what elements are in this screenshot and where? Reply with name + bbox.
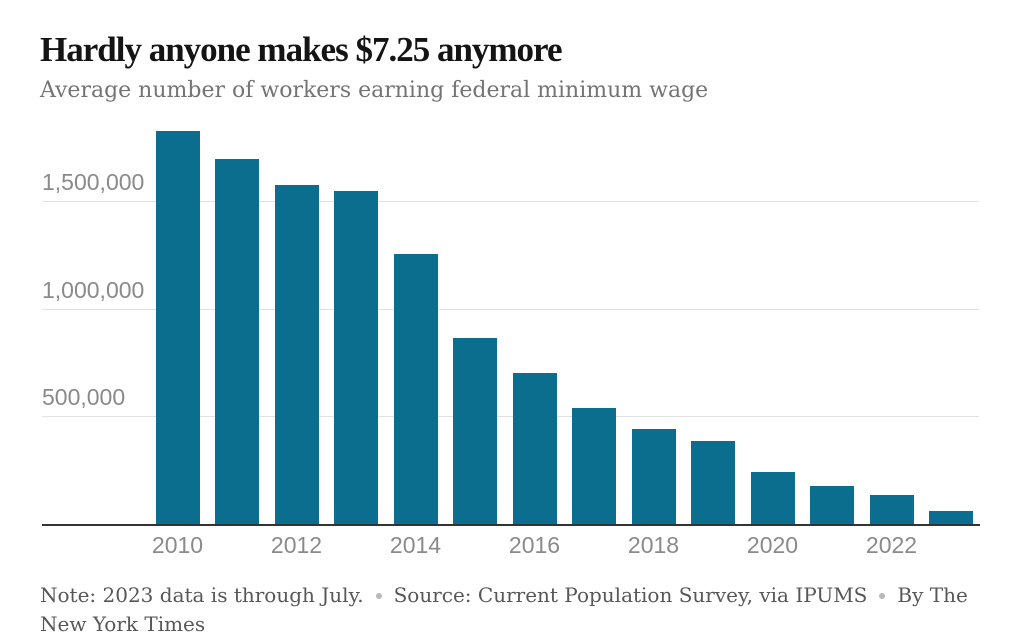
- gridline: [42, 416, 979, 418]
- bar-2023: [929, 511, 973, 525]
- separator-dot: [375, 593, 382, 599]
- x-tick-label: 2012: [270, 532, 323, 558]
- x-tick-label: 2016: [508, 532, 561, 558]
- y-tick-label: 1,000,000: [42, 276, 145, 303]
- bar-2018: [631, 429, 676, 525]
- chart-title: Hardly anyone makes $7.25 anymore: [40, 30, 562, 69]
- bar-2016: [512, 373, 557, 525]
- x-axis-labels: 2010 2012 2014 2016 2018 2020 2022: [42, 534, 979, 564]
- footer-byline: By The New York Times: [40, 583, 968, 636]
- x-tick-label: 2010: [151, 532, 204, 558]
- footer-source: Source: Current Population Survey, via I…: [393, 583, 868, 607]
- y-tick-label: 1,500,000: [42, 169, 145, 196]
- x-tick-label: 2020: [746, 532, 799, 558]
- x-axis-line: [42, 524, 980, 526]
- y-tick-label: 500,000: [42, 384, 126, 411]
- footer: Note: 2023 data is through July. Source: …: [40, 581, 980, 639]
- bar-2015: [453, 337, 497, 525]
- bar-2021: [810, 486, 854, 525]
- footer-note: Note: 2023 data is through July.: [40, 583, 364, 607]
- bar-2014: [393, 253, 438, 525]
- gridline: [42, 308, 979, 310]
- plot-area: 500,000 1,000,000 1,500,000: [42, 117, 979, 525]
- bar-2022: [869, 494, 914, 525]
- x-tick-label: 2022: [865, 532, 918, 558]
- bar-2013: [334, 191, 378, 525]
- bar-2017: [572, 407, 616, 525]
- x-tick-label: 2014: [389, 532, 442, 558]
- bar-2010: [155, 131, 200, 525]
- bar-2020: [750, 472, 795, 525]
- bar-2012: [274, 185, 319, 525]
- gridline: [42, 201, 979, 203]
- chart-subtitle: Average number of workers earning federa…: [40, 78, 709, 103]
- bar-2011: [215, 159, 259, 525]
- separator-dot: [879, 593, 886, 599]
- bar-2019: [691, 441, 735, 525]
- x-tick-label: 2018: [627, 532, 680, 558]
